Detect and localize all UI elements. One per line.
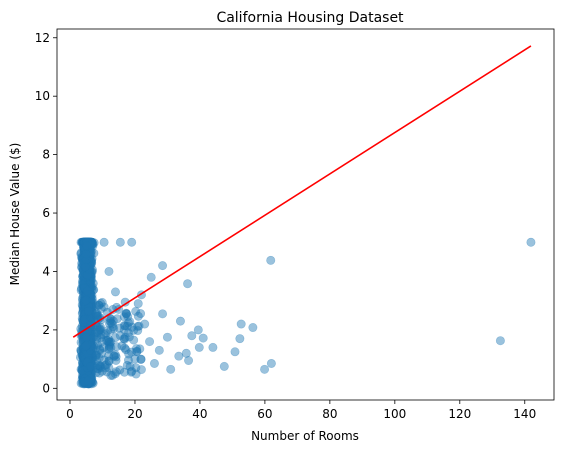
data-point xyxy=(236,334,244,342)
data-point xyxy=(100,238,108,246)
y-tick-label: 4 xyxy=(42,264,50,278)
data-point xyxy=(105,364,113,372)
data-point xyxy=(126,318,134,326)
data-point xyxy=(163,333,171,341)
data-point xyxy=(199,334,207,342)
data-point xyxy=(209,343,217,351)
y-tick-label: 8 xyxy=(42,148,50,162)
x-tick-label: 100 xyxy=(383,407,406,421)
data-point xyxy=(158,261,166,269)
data-point xyxy=(95,301,103,309)
y-tick-label: 6 xyxy=(42,206,50,220)
x-tick-label: 0 xyxy=(66,407,74,421)
data-point xyxy=(92,356,100,364)
y-tick-label: 10 xyxy=(35,89,50,103)
data-point xyxy=(175,352,183,360)
x-tick-label: 140 xyxy=(513,407,536,421)
data-point xyxy=(103,336,111,344)
data-point xyxy=(158,310,166,318)
data-point xyxy=(83,287,91,295)
y-tick-label: 0 xyxy=(42,381,50,395)
data-point xyxy=(155,346,163,354)
data-point xyxy=(82,342,90,350)
data-point xyxy=(107,371,115,379)
data-point xyxy=(195,343,203,351)
x-tick-label: 60 xyxy=(257,407,272,421)
data-point xyxy=(82,296,90,304)
x-tick-label: 40 xyxy=(192,407,207,421)
data-point xyxy=(183,280,191,288)
data-point xyxy=(496,337,504,345)
data-point xyxy=(188,332,196,340)
data-point xyxy=(105,267,113,275)
x-tick-label: 80 xyxy=(322,407,337,421)
data-point xyxy=(82,242,90,250)
data-point xyxy=(267,256,275,264)
data-point xyxy=(150,359,158,367)
data-point xyxy=(131,355,139,363)
data-point xyxy=(249,323,257,331)
data-point xyxy=(182,349,190,357)
data-point xyxy=(116,238,124,246)
y-tick-label: 12 xyxy=(35,31,50,45)
data-point xyxy=(194,326,202,334)
data-point xyxy=(97,349,105,357)
data-point xyxy=(220,362,228,370)
y-tick-label: 2 xyxy=(42,323,50,337)
plot-area xyxy=(57,29,554,400)
data-point xyxy=(527,238,535,246)
data-point xyxy=(82,250,90,258)
data-point xyxy=(145,337,153,345)
data-point xyxy=(260,365,268,373)
data-point xyxy=(134,299,142,307)
data-point xyxy=(141,320,149,328)
data-point xyxy=(237,320,245,328)
x-axis-label: Number of Rooms xyxy=(251,429,359,443)
data-point xyxy=(147,273,155,281)
data-point xyxy=(84,377,92,385)
data-point xyxy=(136,345,144,353)
data-point xyxy=(231,348,239,356)
data-point xyxy=(176,317,184,325)
data-point xyxy=(84,307,92,315)
y-axis-label: Median House Value ($) xyxy=(8,143,22,286)
data-point xyxy=(128,238,136,246)
chart-title: California Housing Dataset xyxy=(216,10,404,26)
data-point xyxy=(124,329,132,337)
data-point xyxy=(166,365,174,373)
data-point xyxy=(126,362,134,370)
x-tick-label: 120 xyxy=(448,407,471,421)
data-point xyxy=(134,312,142,320)
x-tick-label: 20 xyxy=(127,407,142,421)
data-point xyxy=(108,320,116,328)
data-point xyxy=(111,288,119,296)
data-point xyxy=(118,342,126,350)
data-point xyxy=(267,359,275,367)
data-point xyxy=(110,352,118,360)
data-point xyxy=(129,336,137,344)
